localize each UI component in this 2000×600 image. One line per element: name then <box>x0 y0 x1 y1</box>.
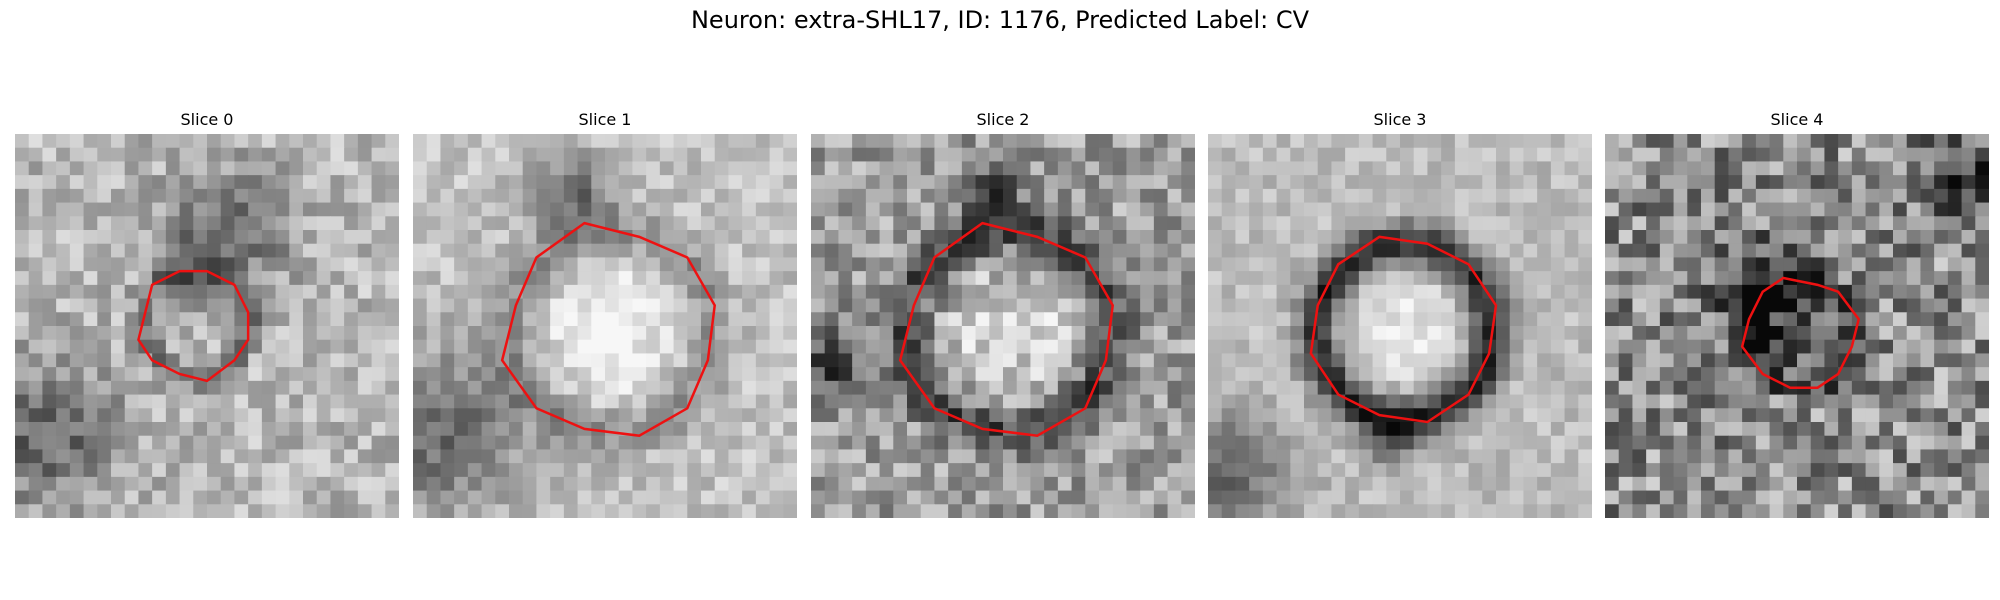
slice-image-3 <box>1208 134 1592 518</box>
slice-panel-4: Slice 4 <box>1605 108 1989 518</box>
slice-title-2: Slice 2 <box>811 108 1195 132</box>
pixel-grid <box>1208 134 1592 518</box>
pixel-grid <box>413 134 797 518</box>
slice-panel-0: Slice 0 <box>15 108 399 518</box>
slice-image-2 <box>811 134 1195 518</box>
slice-image-1 <box>413 134 797 518</box>
pixel-grid <box>15 134 399 518</box>
slice-panel-3: Slice 3 <box>1208 108 1592 518</box>
slice-image-0 <box>15 134 399 518</box>
figure-title: Neuron: extra-SHL17, ID: 1176, Predicted… <box>0 6 2000 34</box>
slice-panel-1: Slice 1 <box>413 108 797 518</box>
slice-title-3: Slice 3 <box>1208 108 1592 132</box>
slice-title-1: Slice 1 <box>413 108 797 132</box>
slice-image-4 <box>1605 134 1989 518</box>
pixel-grid <box>1605 134 1989 518</box>
slice-title-4: Slice 4 <box>1605 108 1989 132</box>
slice-panel-2: Slice 2 <box>811 108 1195 518</box>
pixel-grid <box>811 134 1195 518</box>
slice-title-0: Slice 0 <box>15 108 399 132</box>
